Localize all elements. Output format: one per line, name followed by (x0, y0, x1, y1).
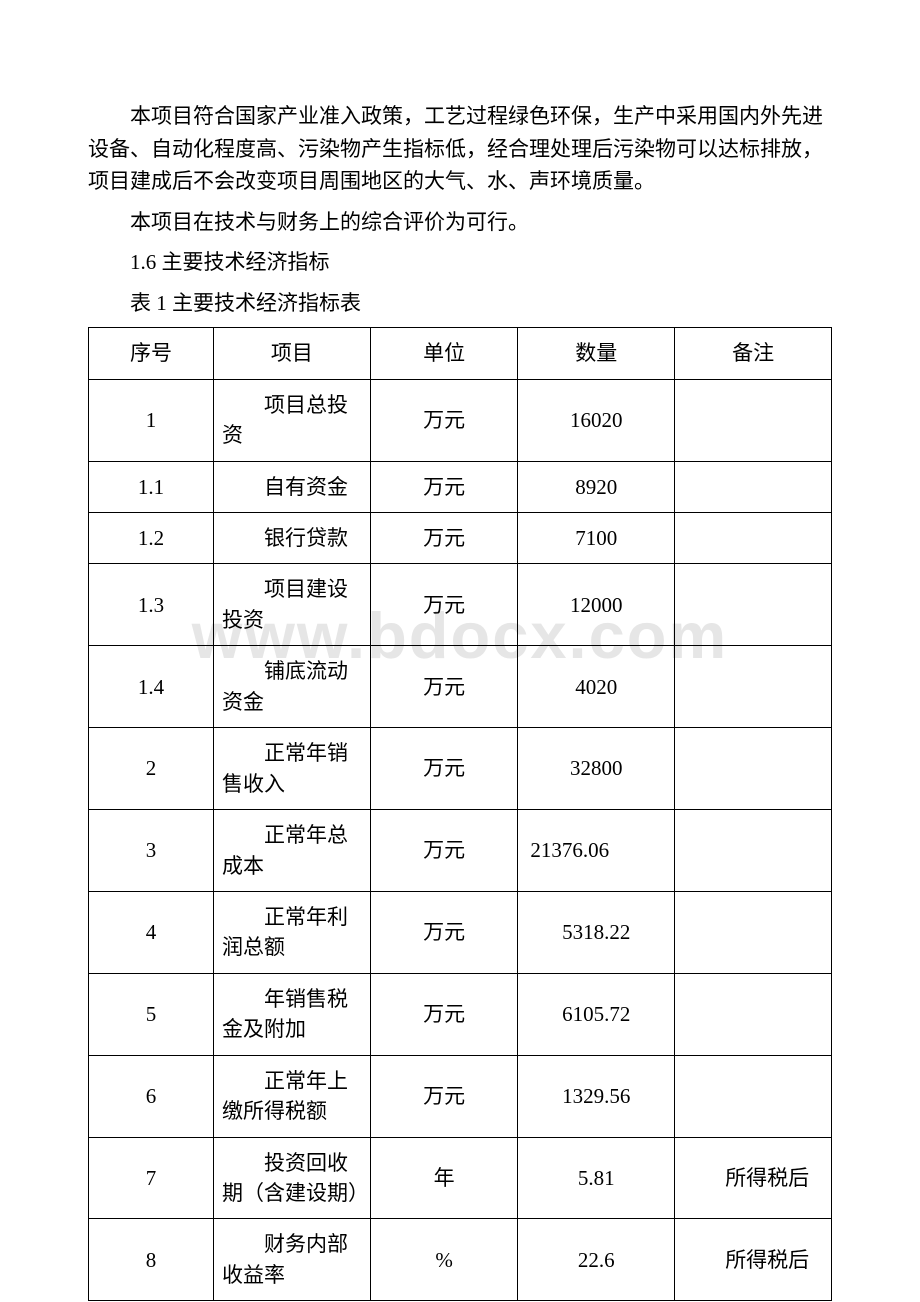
cell-seq: 8 (89, 1219, 214, 1301)
cell-unit: 万元 (370, 810, 518, 892)
cell-unit: % (370, 1219, 518, 1301)
table-caption: 表 1 主要技术经济指标表 (88, 287, 832, 320)
cell-qty: 1329.56 (518, 1055, 675, 1137)
table-row: 1.2银行贷款万元7100 (89, 513, 832, 564)
cell-qty: 21376.06 (518, 810, 675, 892)
cell-unit: 万元 (370, 379, 518, 461)
cell-qty: 12000 (518, 564, 675, 646)
cell-unit: 万元 (370, 461, 518, 512)
table-body: 1项目总投资万元160201.1自有资金万元89201.2银行贷款万元71001… (89, 379, 832, 1301)
cell-qty: 5318.22 (518, 891, 675, 973)
table-row: 7投资回收期（含建设期）年5.81所得税后 (89, 1137, 832, 1219)
cell-seq: 1.2 (89, 513, 214, 564)
cell-seq: 5 (89, 973, 214, 1055)
cell-note (675, 379, 832, 461)
cell-seq: 7 (89, 1137, 214, 1219)
cell-note (675, 513, 832, 564)
cell-qty: 8920 (518, 461, 675, 512)
table-row: 4正常年利润总额万元5318.22 (89, 891, 832, 973)
cell-unit: 万元 (370, 646, 518, 728)
cell-qty: 5.81 (518, 1137, 675, 1219)
table-row: 8财务内部收益率%22.6所得税后 (89, 1219, 832, 1301)
cell-item: 正常年上缴所得税额 (213, 1055, 370, 1137)
cell-unit: 年 (370, 1137, 518, 1219)
cell-unit: 万元 (370, 728, 518, 810)
cell-qty: 16020 (518, 379, 675, 461)
table-row: 2正常年销售收入万元32800 (89, 728, 832, 810)
table-row: 3正常年总成本万元21376.06 (89, 810, 832, 892)
cell-unit: 万元 (370, 891, 518, 973)
cell-note (675, 728, 832, 810)
cell-seq: 1.4 (89, 646, 214, 728)
cell-seq: 4 (89, 891, 214, 973)
cell-seq: 1.1 (89, 461, 214, 512)
cell-item: 年销售税金及附加 (213, 973, 370, 1055)
th-seq: 序号 (89, 328, 214, 379)
cell-item: 正常年总成本 (213, 810, 370, 892)
indicators-table: 序号 项目 单位 数量 备注 1项目总投资万元160201.1自有资金万元892… (88, 327, 832, 1301)
th-qty: 数量 (518, 328, 675, 379)
paragraph-1: 本项目符合国家产业准入政策，工艺过程绿色环保，生产中采用国内外先进设备、自动化程… (88, 100, 832, 198)
cell-note: 所得税后 (675, 1219, 832, 1301)
cell-item: 铺底流动资金 (213, 646, 370, 728)
cell-seq: 1.3 (89, 564, 214, 646)
cell-note (675, 973, 832, 1055)
th-unit: 单位 (370, 328, 518, 379)
cell-item: 项目建设投资 (213, 564, 370, 646)
cell-unit: 万元 (370, 513, 518, 564)
cell-item: 项目总投资 (213, 379, 370, 461)
page-content: 本项目符合国家产业准入政策，工艺过程绿色环保，生产中采用国内外先进设备、自动化程… (88, 100, 832, 1301)
th-note: 备注 (675, 328, 832, 379)
cell-note (675, 810, 832, 892)
cell-note (675, 564, 832, 646)
cell-seq: 1 (89, 379, 214, 461)
table-row: 1.3项目建设投资万元12000 (89, 564, 832, 646)
table-row: 1.1自有资金万元8920 (89, 461, 832, 512)
cell-qty: 6105.72 (518, 973, 675, 1055)
cell-seq: 2 (89, 728, 214, 810)
cell-unit: 万元 (370, 973, 518, 1055)
cell-item: 正常年利润总额 (213, 891, 370, 973)
table-header-row: 序号 项目 单位 数量 备注 (89, 328, 832, 379)
cell-seq: 6 (89, 1055, 214, 1137)
cell-note (675, 646, 832, 728)
cell-unit: 万元 (370, 1055, 518, 1137)
cell-qty: 4020 (518, 646, 675, 728)
cell-qty: 32800 (518, 728, 675, 810)
cell-item: 正常年销售收入 (213, 728, 370, 810)
cell-item: 自有资金 (213, 461, 370, 512)
paragraph-2: 本项目在技术与财务上的综合评价为可行。 (88, 206, 832, 239)
cell-note (675, 461, 832, 512)
section-heading: 1.6 主要技术经济指标 (88, 246, 832, 279)
table-row: 6正常年上缴所得税额万元1329.56 (89, 1055, 832, 1137)
cell-seq: 3 (89, 810, 214, 892)
cell-item: 投资回收期（含建设期） (213, 1137, 370, 1219)
table-row: 5年销售税金及附加万元6105.72 (89, 973, 832, 1055)
table-row: 1项目总投资万元16020 (89, 379, 832, 461)
cell-item: 银行贷款 (213, 513, 370, 564)
cell-qty: 7100 (518, 513, 675, 564)
cell-qty: 22.6 (518, 1219, 675, 1301)
th-item: 项目 (213, 328, 370, 379)
cell-note (675, 891, 832, 973)
cell-unit: 万元 (370, 564, 518, 646)
cell-note: 所得税后 (675, 1137, 832, 1219)
cell-note (675, 1055, 832, 1137)
table-row: 1.4铺底流动资金万元4020 (89, 646, 832, 728)
cell-item: 财务内部收益率 (213, 1219, 370, 1301)
